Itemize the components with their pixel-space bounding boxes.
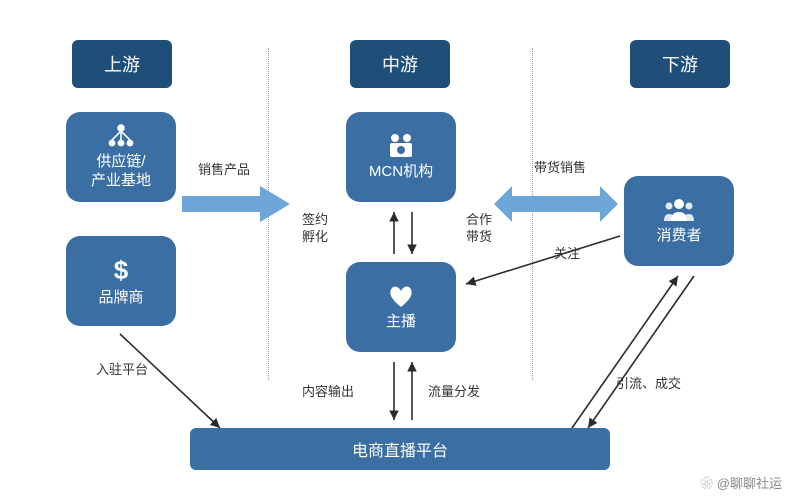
header-upstream-label: 上游	[104, 51, 140, 77]
dollar-icon: $	[109, 255, 133, 285]
bottom-platform-label: 电商直播平台	[352, 437, 448, 461]
arrow-host-platform	[378, 356, 428, 426]
node-consumer-label: 消费者	[656, 227, 701, 246]
heart-icon	[386, 283, 416, 309]
label-enter-platform: 入驻平台	[96, 362, 148, 379]
node-brand: $ 品牌商	[66, 236, 176, 326]
label-sell-goods: 带货销售	[534, 160, 586, 177]
bottom-platform-bar: 电商直播平台	[190, 428, 610, 470]
watermark-label: @聊聊社运	[717, 476, 782, 491]
watermark-text: ❀ @聊聊社运	[700, 473, 782, 492]
label-coop-goods: 合作 带货	[466, 212, 492, 246]
label-follow: 关注	[554, 246, 580, 263]
arrow-mid-down-double	[494, 184, 618, 224]
header-downstream-label: 下游	[662, 51, 698, 77]
node-mcn-label: MCN机构	[369, 163, 433, 182]
label-traffic-dist: 流量分发	[428, 384, 480, 401]
arrow-mcn-host	[378, 206, 428, 260]
arrow-upstream-to-mid	[182, 184, 292, 224]
group-icon	[662, 197, 696, 223]
node-host-label: 主播	[386, 313, 416, 332]
node-consumer: 消费者	[624, 176, 734, 266]
arrow-platform-consumer	[560, 270, 730, 440]
header-midstream: 中游	[350, 40, 450, 88]
svg-text:$: $	[114, 255, 129, 285]
header-midstream-label: 中游	[382, 51, 418, 77]
arrow-brand-platform	[110, 330, 250, 440]
header-downstream: 下游	[630, 40, 730, 88]
label-sign-incubate: 签约 孵化	[302, 212, 328, 246]
node-mcn: MCN机构	[346, 112, 456, 202]
label-content-out: 内容输出	[302, 384, 354, 401]
camera-icon	[385, 133, 417, 159]
node-supply-chain: 供应链/ 产业基地	[66, 112, 176, 202]
network-icon	[106, 123, 136, 149]
node-host: 主播	[346, 262, 456, 352]
label-sell-product: 销售产品	[198, 162, 250, 179]
header-upstream: 上游	[72, 40, 172, 88]
node-brand-label: 品牌商	[98, 289, 143, 308]
node-supply-label: 供应链/ 产业基地	[91, 153, 151, 191]
label-convert: 引流、成交	[616, 376, 681, 393]
